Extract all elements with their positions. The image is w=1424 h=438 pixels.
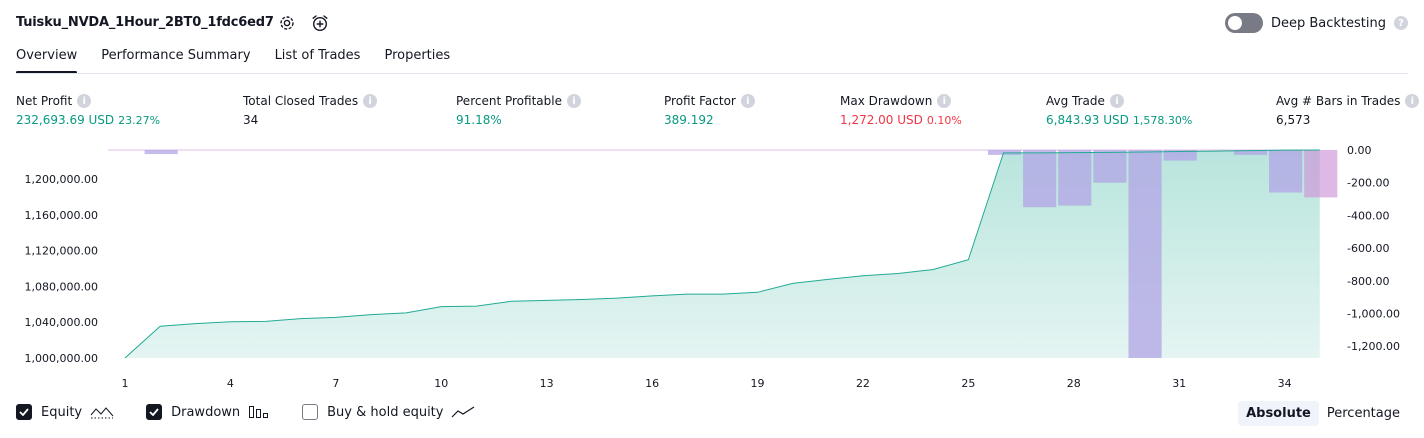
strategy-title: Tuisku_NVDA_1Hour_2BT0_1fdc6ed7 bbox=[16, 15, 274, 30]
stat-avg-trade: Avg Trade i 6,843.93 USD 1,578.30% bbox=[1046, 94, 1192, 127]
toggle-knob bbox=[1227, 16, 1242, 30]
scale-mode-switch: Absolute Percentage bbox=[1238, 401, 1408, 426]
left-axis-tick-label: 1,200,000.00 bbox=[25, 173, 98, 186]
stat-sub-value: 1,578.30% bbox=[1132, 114, 1193, 127]
x-axis-tick-label: 22 bbox=[856, 377, 870, 390]
equity-area bbox=[125, 150, 1320, 358]
info-icon[interactable]: i bbox=[77, 94, 92, 108]
drawdown-bars-icon bbox=[249, 406, 269, 418]
right-axis-tick-label: 0.00 bbox=[1347, 144, 1372, 157]
help-icon[interactable]: ? bbox=[1394, 16, 1408, 30]
legend-equity-label: Equity bbox=[41, 404, 83, 420]
chart-legend: Equity Drawdown Buy & hold equity bbox=[16, 404, 507, 420]
x-axis-tick-label: 34 bbox=[1278, 377, 1292, 390]
stat-profit-factor: Profit Factor i 389.192 bbox=[664, 94, 755, 127]
left-axis-tick-label: 1,120,000.00 bbox=[25, 245, 98, 258]
info-icon[interactable]: i bbox=[1109, 94, 1124, 108]
drawdown-bar bbox=[1058, 150, 1092, 206]
stat-value: 1,272.00 USD bbox=[840, 113, 923, 127]
x-axis-tick-label: 19 bbox=[751, 377, 765, 390]
stat-label: Max Drawdown bbox=[840, 94, 933, 108]
stat-label: Avg # Bars in Trades bbox=[1276, 94, 1401, 108]
stat-value: 6,843.93 USD bbox=[1046, 113, 1129, 127]
stat-value: 91.18% bbox=[456, 113, 502, 127]
percentage-mode-button[interactable]: Percentage bbox=[1326, 406, 1400, 421]
deep-backtesting-toggle[interactable] bbox=[1224, 13, 1263, 33]
stat-net-profit: Net Profit i 232,693.69 USD 23.27% bbox=[16, 94, 160, 127]
legend-buy-hold[interactable]: Buy & hold equity bbox=[302, 404, 475, 420]
tab-properties[interactable]: Properties bbox=[384, 48, 451, 63]
left-axis-tick-label: 1,040,000.00 bbox=[25, 316, 98, 329]
settings-icon[interactable] bbox=[277, 13, 297, 33]
stat-value: 232,693.69 USD bbox=[16, 113, 115, 127]
drawdown-bar bbox=[1163, 150, 1197, 161]
left-axis-tick-label: 1,160,000.00 bbox=[25, 209, 98, 222]
add-alert-icon[interactable] bbox=[310, 13, 330, 33]
legend-equity[interactable]: Equity bbox=[16, 404, 114, 420]
x-axis-tick-label: 16 bbox=[645, 377, 659, 390]
info-icon[interactable]: i bbox=[1405, 94, 1420, 108]
absolute-mode-button[interactable]: Absolute bbox=[1238, 401, 1319, 426]
tab-bar: Overview Performance Summary List of Tra… bbox=[16, 48, 451, 74]
right-axis-tick-label: -600.00 bbox=[1347, 242, 1389, 255]
left-axis-tick-label: 1,080,000.00 bbox=[25, 280, 98, 293]
x-axis-tick-label: 25 bbox=[961, 377, 975, 390]
right-axis-tick-label: -1,000.00 bbox=[1347, 308, 1400, 321]
stat-max-drawdown: Max Drawdown i 1,272.00 USD 0.10% bbox=[840, 94, 962, 127]
drawdown-bar bbox=[1128, 150, 1162, 358]
legend-buy-hold-label: Buy & hold equity bbox=[327, 404, 444, 420]
x-axis-tick-label: 10 bbox=[434, 377, 448, 390]
info-icon[interactable]: i bbox=[363, 94, 378, 108]
stat-label: Total Closed Trades bbox=[243, 94, 359, 108]
stat-sub-value: 0.10% bbox=[926, 114, 962, 127]
equity-line bbox=[124, 149, 1320, 359]
deep-backtesting-toggle-group: Deep Backtesting ? bbox=[1224, 13, 1408, 33]
tab-list-of-trades[interactable]: List of Trades bbox=[274, 48, 361, 63]
equity-drawdown-chart: 1,000,000.00 1,040,000.00 1,080,000.00 1,12… bbox=[25, 144, 1400, 390]
equity-checkbox[interactable] bbox=[16, 404, 32, 420]
drawdown-checkbox[interactable] bbox=[146, 404, 163, 420]
drawdown-bar bbox=[1023, 150, 1057, 208]
tab-overview[interactable]: Overview bbox=[16, 48, 78, 74]
buy-hold-checkbox[interactable] bbox=[302, 404, 319, 420]
stat-label: Percent Profitable bbox=[456, 94, 562, 108]
stat-value: 6,573 bbox=[1276, 113, 1311, 127]
stat-label: Avg Trade bbox=[1046, 94, 1105, 108]
legend-drawdown[interactable]: Drawdown bbox=[146, 404, 270, 420]
x-axis-tick-label: 7 bbox=[332, 377, 339, 390]
info-icon[interactable]: i bbox=[566, 94, 581, 108]
x-axis-tick-label: 31 bbox=[1172, 377, 1186, 390]
x-axis-tick-label: 28 bbox=[1067, 377, 1081, 390]
buy-hold-line-icon bbox=[452, 406, 475, 418]
right-axis-tick-label: -200.00 bbox=[1347, 177, 1389, 190]
x-axis-tick-label: 4 bbox=[227, 377, 234, 390]
stat-percent-profitable: Percent Profitable i 91.18% bbox=[456, 94, 581, 127]
right-axis-tick-label: -400.00 bbox=[1347, 209, 1389, 222]
x-axis-tick-label: 13 bbox=[540, 377, 554, 390]
drawdown-bar bbox=[144, 150, 178, 155]
left-axis-tick-label: 1,000,000.00 bbox=[25, 352, 98, 365]
stat-label: Net Profit bbox=[16, 94, 73, 108]
deep-backtesting-label: Deep Backtesting bbox=[1270, 15, 1386, 31]
info-icon[interactable]: i bbox=[937, 94, 952, 108]
info-icon[interactable]: i bbox=[740, 94, 755, 108]
drawdown-bar bbox=[1233, 150, 1268, 155]
right-axis-tick-label: -800.00 bbox=[1347, 275, 1389, 288]
drawdown-bar bbox=[1304, 150, 1338, 198]
right-axis-tick-label: -1,200.00 bbox=[1347, 340, 1400, 353]
stat-avg-bars-in-trades: Avg # Bars in Trades i 6,573 bbox=[1276, 94, 1420, 127]
stat-label: Profit Factor bbox=[664, 94, 736, 108]
tab-performance-summary[interactable]: Performance Summary bbox=[101, 48, 251, 63]
drawdown-bar bbox=[1093, 150, 1127, 183]
stat-sub-value: 23.27% bbox=[118, 114, 161, 127]
tab-divider bbox=[16, 73, 1408, 74]
x-axis-tick-label: 1 bbox=[122, 377, 129, 390]
drawdown-bar bbox=[1269, 150, 1303, 193]
stat-value: 389.192 bbox=[664, 113, 714, 127]
legend-drawdown-label: Drawdown bbox=[171, 404, 241, 420]
stat-value: 34 bbox=[243, 113, 259, 127]
stat-total-closed-trades: Total Closed Trades i 34 bbox=[243, 94, 378, 127]
equity-line-icon bbox=[90, 407, 114, 419]
